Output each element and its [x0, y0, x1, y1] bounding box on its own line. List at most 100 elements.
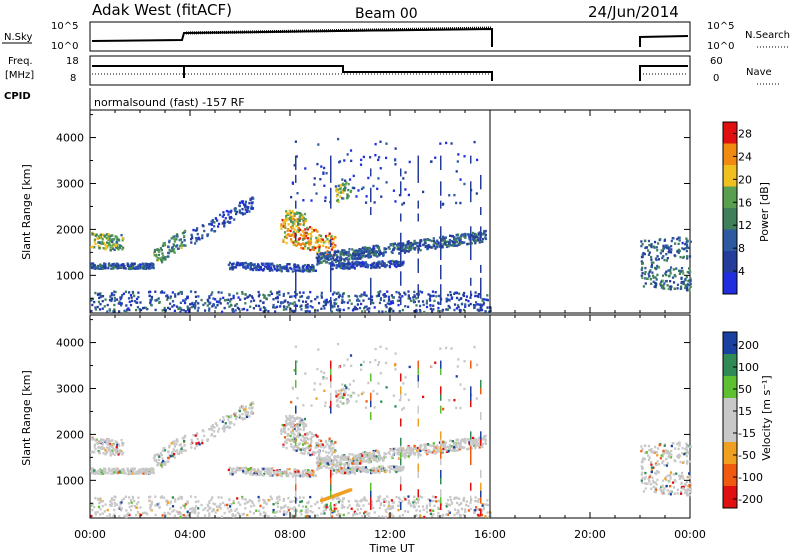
- power-cell: [290, 295, 293, 298]
- power-cell: [236, 263, 239, 267]
- velocity-cell: [393, 451, 396, 455]
- power-cell: [297, 269, 300, 272]
- power-cell: [146, 263, 149, 266]
- power-cell: [417, 213, 419, 222]
- power-cell: [120, 233, 123, 237]
- power-cell: [432, 239, 436, 243]
- power-cell: [289, 295, 292, 299]
- power-cell: [685, 249, 688, 253]
- velocity-cell: [211, 496, 214, 499]
- velocity-cell: [388, 513, 391, 516]
- velocity-cell: [343, 469, 346, 472]
- power-cell: [173, 237, 176, 241]
- velocity-cell: [263, 499, 266, 503]
- velocity-cell: [128, 470, 131, 473]
- power-cell: [315, 236, 318, 240]
- power-cell: [99, 294, 103, 298]
- power-cell: [440, 162, 442, 171]
- power-cell: [290, 225, 293, 229]
- power-cell: [91, 297, 94, 301]
- velocity-cell: [409, 453, 412, 457]
- power-cell: [109, 295, 112, 298]
- power-cell: [236, 306, 239, 310]
- velocity-cell: [297, 432, 300, 436]
- power-cell: [283, 265, 286, 268]
- power-cell: [121, 293, 124, 297]
- power-cell: [337, 137, 340, 141]
- power-cell: [645, 277, 648, 280]
- velocity-cell: [105, 438, 109, 441]
- power-cell: [440, 264, 442, 273]
- velocity-cell: [424, 443, 427, 446]
- power-cell: [359, 163, 363, 166]
- power-cell: [377, 310, 381, 313]
- power-cell: [293, 294, 296, 298]
- velocity-cell: [94, 513, 98, 516]
- power-cell: [176, 247, 180, 250]
- power-cell: [242, 203, 246, 206]
- power-cell: [474, 241, 477, 245]
- power-cell: [670, 244, 673, 248]
- power-cell: [252, 299, 256, 302]
- velocity-cell: [445, 449, 449, 452]
- velocity-cell: [250, 412, 253, 415]
- velocity-cell: [291, 415, 294, 418]
- power-cell: [363, 305, 367, 309]
- power-cell: [400, 181, 402, 190]
- velocity-cell: [349, 471, 352, 474]
- power-cell: [384, 304, 387, 307]
- power-cell: [640, 268, 643, 271]
- power-cell: [456, 304, 460, 307]
- velocity-cell: [355, 465, 358, 469]
- power-cell: [320, 240, 323, 244]
- power-cell: [295, 266, 298, 269]
- power-cell: [161, 244, 165, 248]
- velocity-cell: [290, 472, 293, 476]
- power-cell: [179, 310, 182, 314]
- velocity-cell: [374, 347, 377, 351]
- power-cell: [445, 308, 448, 311]
- power-cell: [396, 246, 399, 249]
- power-cell: [401, 203, 404, 206]
- power-cell: [226, 302, 229, 305]
- power-cell: [663, 258, 666, 262]
- power-cell: [173, 240, 176, 243]
- velocity-cell: [214, 511, 217, 514]
- power-cell: [103, 234, 106, 237]
- velocity-cell: [300, 474, 303, 478]
- velocity-cell: [379, 502, 383, 505]
- velocity-cell: [372, 469, 375, 472]
- power-cell: [470, 245, 472, 254]
- velocity-cell: [293, 468, 296, 471]
- velocity-cell: [256, 470, 259, 473]
- power-cell: [303, 232, 306, 235]
- power-cell: [282, 238, 285, 242]
- power-cell: [158, 301, 161, 304]
- power-cell: [378, 301, 382, 305]
- power-cell: [389, 260, 392, 263]
- velocity-cell: [249, 468, 252, 472]
- velocity-cell: [94, 439, 97, 442]
- power-cell: [263, 294, 266, 298]
- velocity-cell: [308, 474, 311, 477]
- power-cell: [681, 247, 684, 250]
- power-cell: [438, 236, 442, 239]
- velocity-cell: [452, 449, 455, 452]
- power-cell: [656, 266, 659, 269]
- power-cell: [291, 270, 294, 273]
- velocity-cell: [451, 440, 454, 443]
- velocity-cell: [407, 510, 410, 514]
- power-cell: [330, 174, 332, 183]
- power-cell: [453, 303, 457, 306]
- power-cell: [174, 293, 177, 296]
- velocity-cell: [267, 470, 271, 473]
- power-cell: [167, 306, 170, 310]
- velocity-cell: [242, 408, 246, 411]
- power-cell: [356, 303, 359, 306]
- velocity-cell: [234, 414, 237, 418]
- power-cell: [254, 265, 257, 269]
- velocity-cell: [169, 500, 172, 503]
- power-cell: [364, 261, 368, 264]
- power-cell: [390, 307, 393, 311]
- velocity-cell: [388, 452, 391, 455]
